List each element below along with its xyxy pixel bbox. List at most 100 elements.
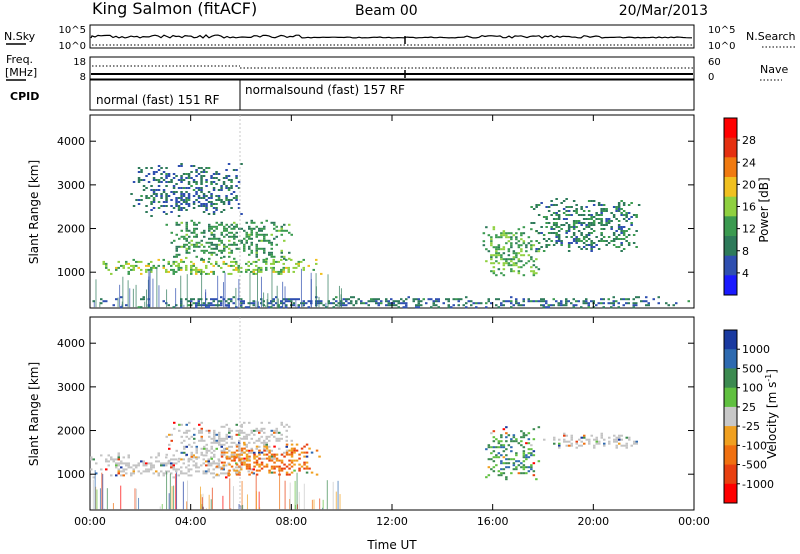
scatter-cell <box>227 298 230 301</box>
scatter-cell <box>450 306 453 309</box>
scatter-cell <box>150 203 153 205</box>
scatter-cell <box>187 181 191 183</box>
scatter-cell <box>263 427 266 430</box>
scatter-cell <box>152 207 156 209</box>
scatter-cell <box>212 211 216 213</box>
scatter-cell <box>240 302 243 305</box>
scatter-cell <box>152 266 155 269</box>
scatter-cell <box>278 431 281 434</box>
scatter-cell <box>517 228 521 231</box>
scatter-cell <box>570 206 573 208</box>
scatter-cell <box>227 462 230 465</box>
scatter-cell <box>175 197 178 199</box>
scatter-cell <box>375 300 378 303</box>
scatter-cell <box>567 250 571 252</box>
scatter-cell <box>300 451 304 454</box>
scatter-cell <box>225 435 228 438</box>
scatter-cell <box>575 242 578 244</box>
scatter-cell <box>182 187 186 189</box>
scatter-cell <box>260 457 263 460</box>
scatter-cell <box>225 229 228 232</box>
scatter-cell <box>167 270 170 273</box>
scatter-cell <box>215 441 218 444</box>
scatter-cell <box>600 234 603 236</box>
scatter-cell <box>628 438 631 441</box>
nsky-tick-high: 10^5 <box>59 25 86 36</box>
scatter-cell <box>117 468 120 471</box>
scatter-cell <box>417 298 420 301</box>
scatter-cell <box>507 248 511 251</box>
scatter-cell <box>157 474 160 477</box>
scatter-cell <box>183 451 186 454</box>
scatter-cell <box>552 204 556 206</box>
scatter-cell <box>232 468 235 471</box>
scatter-cell <box>578 444 581 447</box>
scatter-cell <box>362 302 365 305</box>
scatter-cell <box>557 210 561 212</box>
scatter-cell <box>517 442 521 445</box>
scatter-cell <box>395 304 398 307</box>
scatter-cell <box>492 254 496 257</box>
scatter-cell <box>240 306 243 309</box>
scatter-cell <box>120 460 123 463</box>
scatter-cell <box>617 204 621 206</box>
scatter-cell <box>200 429 203 432</box>
scatter-cell <box>185 225 188 228</box>
scatter-cell <box>622 298 625 301</box>
scatter-cell <box>522 466 526 469</box>
scatter-cell <box>187 177 191 179</box>
scatter-cell <box>178 237 181 240</box>
scatter-cell <box>213 229 216 232</box>
scatter-cell <box>547 210 551 212</box>
scatter-cell <box>627 212 631 214</box>
scatter-cell <box>205 199 208 201</box>
scatter-cell <box>500 440 503 443</box>
scatter-cell <box>210 437 213 440</box>
scatter-cell <box>270 459 274 462</box>
colorbar-tick-label: 28 <box>742 134 756 147</box>
scatter-cell <box>585 244 588 246</box>
scatter-cell <box>542 304 545 307</box>
scatter-cell <box>135 199 138 201</box>
scatter-cell <box>602 302 605 305</box>
scatter-cell <box>267 302 270 305</box>
scatter-cell <box>430 306 433 309</box>
scatter-cell <box>290 455 294 458</box>
scatter-cell <box>283 451 286 454</box>
scatter-cell <box>537 426 541 429</box>
scatter-cell <box>555 204 558 206</box>
scatter-cell <box>188 421 191 424</box>
scatter-cell <box>517 260 521 263</box>
scatter-cell <box>277 270 280 273</box>
scatter-cell <box>298 457 301 460</box>
scatter-cell <box>390 304 393 307</box>
scatter-cell <box>220 231 223 234</box>
scatter-cell <box>622 218 626 220</box>
scatter-cell <box>365 302 368 305</box>
scatter-cell <box>590 224 593 226</box>
scatter-cell <box>152 199 156 201</box>
scatter-cell <box>233 451 236 454</box>
scatter-cell <box>130 268 133 271</box>
scatter-cell <box>505 478 508 481</box>
scatter-cell <box>217 474 220 477</box>
scatter-cell <box>238 449 241 452</box>
scatter-cell <box>320 272 323 275</box>
scatter-cell <box>615 238 618 240</box>
scatter-cell <box>210 457 213 460</box>
scatter-cell <box>542 306 545 309</box>
scatter-cell <box>258 247 261 250</box>
scatter-cell <box>280 227 283 230</box>
scatter-cell <box>505 466 508 469</box>
scatter-cell <box>220 249 223 252</box>
scatter-cell <box>280 461 284 464</box>
scatter-cell <box>625 212 628 214</box>
scatter-cell <box>280 249 283 252</box>
scatter-cell <box>202 175 206 177</box>
scatter-cell <box>180 165 183 167</box>
nave-label: Nave <box>760 63 788 76</box>
scatter-cell <box>270 247 273 250</box>
scatter-cell <box>185 453 188 456</box>
scatter-cell <box>195 181 198 183</box>
scatter-cell <box>520 444 523 447</box>
